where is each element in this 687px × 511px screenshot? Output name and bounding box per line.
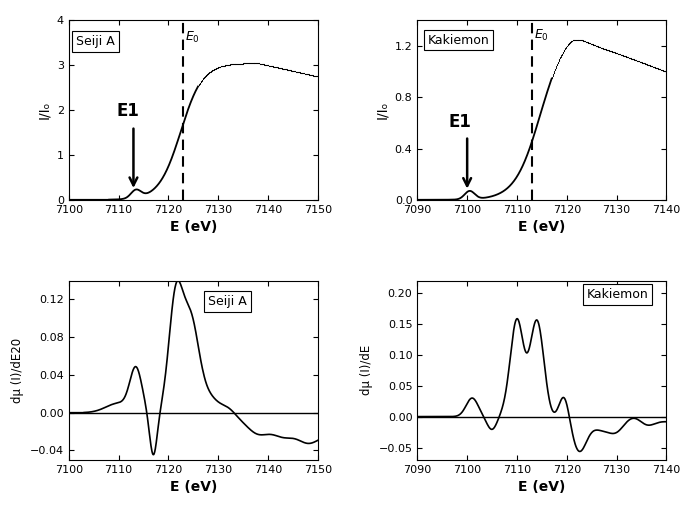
Text: E1: E1 — [116, 102, 139, 121]
Y-axis label: I/Iₒ: I/Iₒ — [37, 101, 51, 119]
X-axis label: E (eV): E (eV) — [518, 220, 565, 234]
Y-axis label: dμ (I)/dE: dμ (I)/dE — [360, 345, 373, 396]
Text: Kakiemon: Kakiemon — [587, 288, 649, 301]
Text: $E_0$: $E_0$ — [185, 30, 200, 45]
Text: E1: E1 — [448, 112, 471, 131]
Y-axis label: dμ (I)/dE20: dμ (I)/dE20 — [11, 338, 24, 403]
X-axis label: E (eV): E (eV) — [518, 480, 565, 494]
Text: Kakiemon: Kakiemon — [427, 34, 489, 47]
Text: $E_0$: $E_0$ — [534, 28, 549, 43]
Text: Seiji A: Seiji A — [208, 295, 247, 308]
Y-axis label: I/Iₒ: I/Iₒ — [375, 101, 390, 119]
Text: Seiji A: Seiji A — [76, 35, 115, 48]
X-axis label: E (eV): E (eV) — [170, 480, 217, 494]
X-axis label: E (eV): E (eV) — [170, 220, 217, 234]
